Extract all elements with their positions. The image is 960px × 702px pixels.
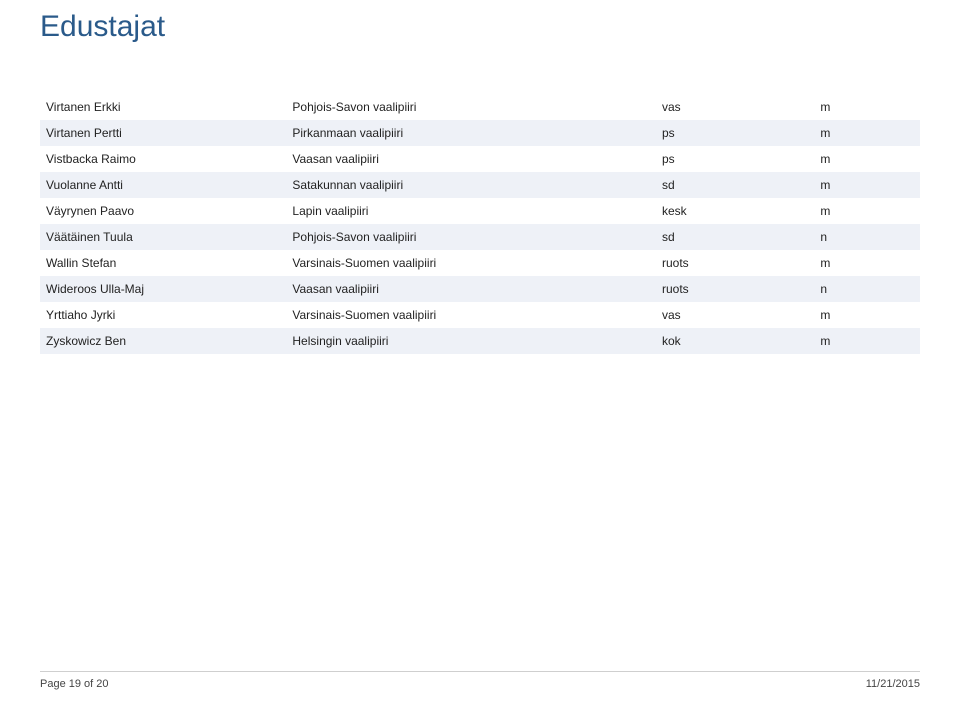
cell-flag: m [814, 94, 920, 120]
cell-district: Pohjois-Savon vaalipiiri [286, 224, 656, 250]
cell-party: ps [656, 120, 814, 146]
cell-name: Zyskowicz Ben [40, 328, 286, 354]
table-row: Wideroos Ulla-MajVaasan vaalipiiriruotsn [40, 276, 920, 302]
cell-district: Helsingin vaalipiiri [286, 328, 656, 354]
representatives-table: Virtanen ErkkiPohjois-Savon vaalipiiriva… [40, 94, 920, 354]
cell-party: ps [656, 146, 814, 172]
cell-district: Lapin vaalipiiri [286, 198, 656, 224]
cell-party: vas [656, 94, 814, 120]
cell-flag: m [814, 250, 920, 276]
cell-party: kesk [656, 198, 814, 224]
cell-flag: m [814, 198, 920, 224]
cell-flag: m [814, 302, 920, 328]
cell-name: Vistbacka Raimo [40, 146, 286, 172]
cell-district: Vaasan vaalipiiri [286, 276, 656, 302]
cell-party: vas [656, 302, 814, 328]
table-row: Väätäinen TuulaPohjois-Savon vaalipiiris… [40, 224, 920, 250]
cell-name: Wallin Stefan [40, 250, 286, 276]
cell-name: Virtanen Erkki [40, 94, 286, 120]
cell-name: Wideroos Ulla-Maj [40, 276, 286, 302]
cell-district: Pirkanmaan vaalipiiri [286, 120, 656, 146]
cell-district: Pohjois-Savon vaalipiiri [286, 94, 656, 120]
table-row: Vistbacka RaimoVaasan vaalipiiripsm [40, 146, 920, 172]
page-footer: Page 19 of 20 11/21/2015 [40, 671, 920, 690]
cell-party: sd [656, 224, 814, 250]
table-row: Virtanen ErkkiPohjois-Savon vaalipiiriva… [40, 94, 920, 120]
footer-page-number: Page 19 of 20 [40, 678, 109, 690]
cell-party: sd [656, 172, 814, 198]
page-title: Edustajat [40, 10, 920, 44]
table-row: Yrttiaho JyrkiVarsinais-Suomen vaalipiir… [40, 302, 920, 328]
cell-flag: m [814, 328, 920, 354]
cell-name: Virtanen Pertti [40, 120, 286, 146]
cell-party: kok [656, 328, 814, 354]
table-row: Wallin StefanVarsinais-Suomen vaalipiiri… [40, 250, 920, 276]
cell-district: Varsinais-Suomen vaalipiiri [286, 250, 656, 276]
cell-party: ruots [656, 276, 814, 302]
table-row: Virtanen PerttiPirkanmaan vaalipiiripsm [40, 120, 920, 146]
cell-flag: m [814, 120, 920, 146]
footer-date: 11/21/2015 [866, 678, 920, 690]
table-row: Zyskowicz BenHelsingin vaalipiirikokm [40, 328, 920, 354]
cell-party: ruots [656, 250, 814, 276]
cell-district: Varsinais-Suomen vaalipiiri [286, 302, 656, 328]
cell-name: Vuolanne Antti [40, 172, 286, 198]
table-row: Vuolanne AnttiSatakunnan vaalipiirisdm [40, 172, 920, 198]
cell-district: Vaasan vaalipiiri [286, 146, 656, 172]
cell-flag: n [814, 224, 920, 250]
cell-name: Yrttiaho Jyrki [40, 302, 286, 328]
cell-name: Väätäinen Tuula [40, 224, 286, 250]
page: Edustajat Virtanen ErkkiPohjois-Savon va… [0, 0, 960, 354]
cell-name: Väyrynen Paavo [40, 198, 286, 224]
table-row: Väyrynen PaavoLapin vaalipiirikeskm [40, 198, 920, 224]
cell-flag: m [814, 146, 920, 172]
cell-flag: n [814, 276, 920, 302]
cell-district: Satakunnan vaalipiiri [286, 172, 656, 198]
cell-flag: m [814, 172, 920, 198]
